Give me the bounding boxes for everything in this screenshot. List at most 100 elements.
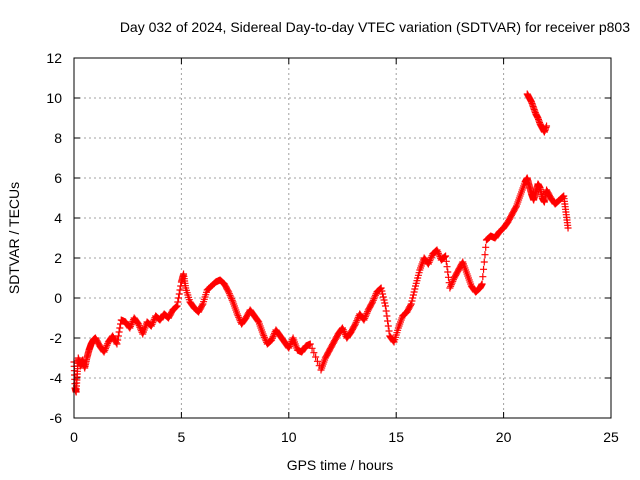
data-point (286, 342, 294, 350)
data-point (427, 255, 435, 263)
x-tick-label: 5 (178, 429, 186, 445)
data-point (434, 248, 442, 256)
data-point (268, 336, 276, 344)
data-point (443, 263, 451, 271)
data-point (285, 344, 293, 352)
data-point (361, 314, 369, 322)
y-tick-label: 0 (54, 290, 62, 306)
data-point (384, 317, 392, 325)
data-point (136, 323, 144, 331)
data-point (351, 321, 359, 329)
x-tick-label: 15 (388, 429, 404, 445)
data-point (127, 321, 135, 329)
data-point (435, 251, 443, 259)
data-point (433, 246, 441, 254)
data-point (308, 344, 316, 352)
data-point (227, 293, 235, 301)
data-point (407, 301, 415, 309)
data-point (363, 309, 371, 317)
data-points (70, 90, 572, 396)
data-point (286, 341, 294, 349)
data-point (371, 291, 379, 299)
data-point (512, 203, 520, 211)
y-tick-label: -6 (50, 410, 63, 426)
y-tick-label: 6 (54, 170, 62, 186)
data-point (407, 300, 415, 308)
data-point (480, 258, 488, 266)
data-point (113, 340, 121, 348)
plot-frame (73, 57, 612, 419)
data-point (389, 337, 397, 345)
data-point (340, 327, 348, 335)
data-point (172, 303, 180, 311)
data-point (362, 311, 370, 319)
axis-tick-labels: 0 5 10 15 20 25 -6 -4 -2 0 2 4 6 8 10 12 (46, 50, 619, 445)
data-point (446, 284, 454, 292)
data-point (228, 296, 236, 304)
data-point (260, 333, 268, 341)
data-point (353, 317, 361, 325)
y-tick-label: -2 (50, 330, 63, 346)
data-point (378, 287, 386, 295)
x-tick-label: 20 (496, 429, 512, 445)
data-point (351, 320, 359, 328)
data-point (442, 257, 450, 265)
chart-title: Day 032 of 2024, Sidereal Day-to-day VTE… (120, 19, 630, 35)
data-point (149, 317, 157, 325)
data-point (480, 265, 488, 273)
data-point (225, 288, 233, 296)
data-point (176, 286, 184, 294)
data-point (564, 224, 572, 232)
data-point (260, 332, 268, 340)
data-point (440, 253, 448, 261)
data-point (228, 295, 236, 303)
x-tick-label: 0 (70, 429, 78, 445)
data-point (434, 249, 442, 257)
data-point (173, 302, 181, 310)
data-point (175, 294, 183, 302)
data-point (368, 299, 376, 307)
y-tick-label: 2 (54, 250, 62, 266)
data-point (408, 297, 416, 305)
data-point (313, 357, 321, 365)
data-point (369, 296, 377, 304)
data-point (409, 294, 417, 302)
data-point (369, 298, 377, 306)
data-point (224, 287, 232, 295)
data-point (411, 285, 419, 293)
axis-ticks (73, 57, 612, 419)
data-point (361, 313, 369, 321)
data-point (126, 324, 134, 332)
data-point (441, 253, 449, 261)
data-point (543, 122, 551, 130)
data-point (449, 277, 457, 285)
y-tick-label: 10 (46, 90, 62, 106)
data-point (115, 328, 123, 336)
y-tick-label: 12 (46, 50, 62, 66)
data-point (377, 284, 385, 292)
data-point (254, 317, 262, 325)
data-point (268, 334, 276, 342)
data-point (306, 340, 314, 348)
data-point (135, 322, 143, 330)
data-point (233, 310, 241, 318)
data-point (147, 322, 155, 330)
data-point (379, 293, 387, 301)
data-point (225, 290, 233, 298)
data-point (370, 295, 378, 303)
data-point (148, 320, 156, 328)
data-point (261, 335, 269, 343)
data-point (226, 291, 234, 299)
data-point (479, 273, 487, 281)
data-point (424, 260, 432, 268)
data-point (114, 332, 122, 340)
data-point (410, 288, 418, 296)
chart-grid (73, 57, 612, 419)
data-point (448, 279, 456, 287)
data-point (310, 349, 318, 357)
y-tick-label: -4 (50, 370, 63, 386)
data-point (352, 318, 360, 326)
data-point (100, 348, 108, 356)
data-point (447, 282, 455, 290)
data-point (381, 302, 389, 310)
